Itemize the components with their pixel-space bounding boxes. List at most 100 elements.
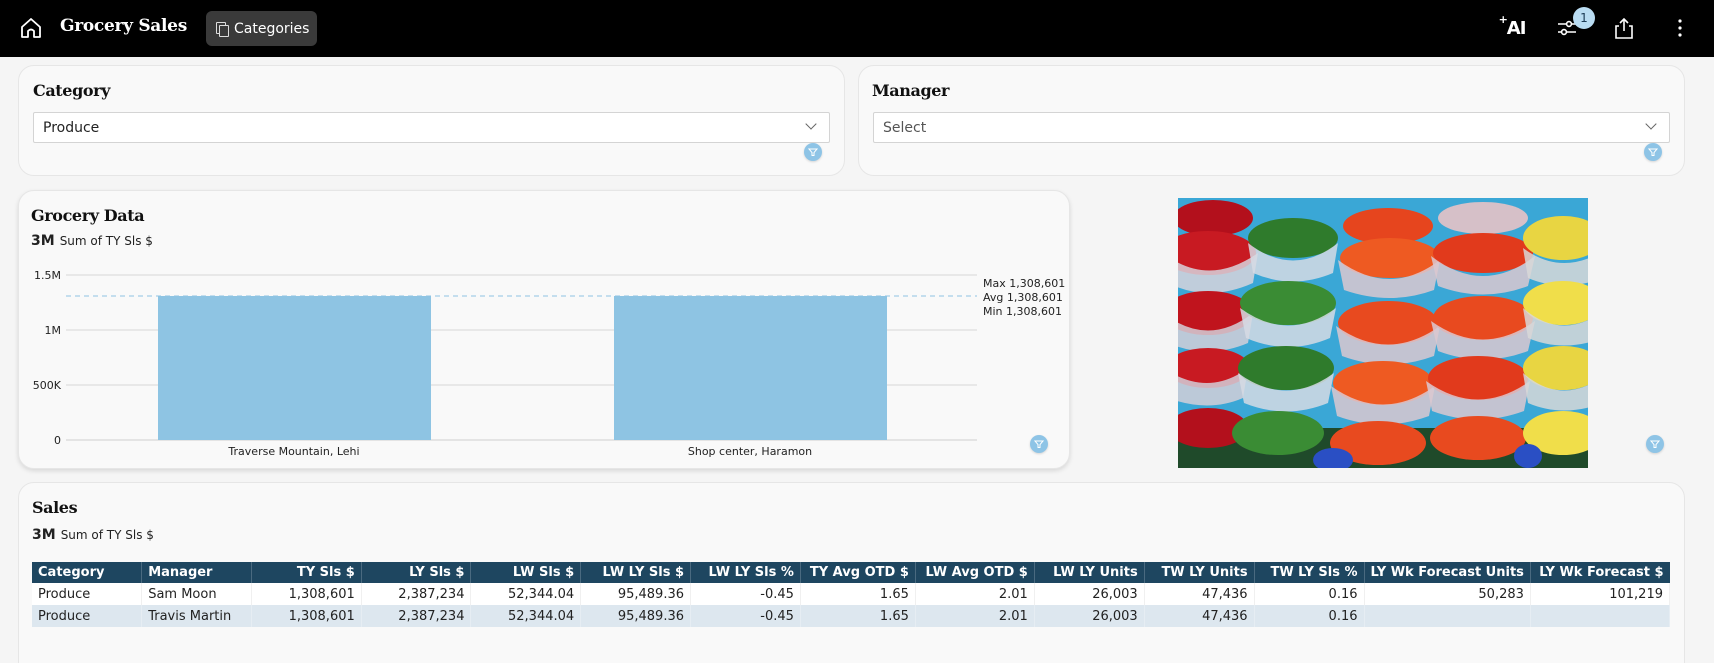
category-filter-funnel-button[interactable] [804, 143, 822, 161]
table-row[interactable]: Produce Sam Moon 1,308,601 2,387,234 52,… [32, 583, 1671, 605]
cell-lw-ly-units: 26,003 [1034, 605, 1145, 627]
cell-lw-sls: 52,344.04 [470, 583, 582, 605]
bar-traverse-mountain[interactable] [158, 296, 431, 440]
col-header-category[interactable]: Category [32, 562, 143, 583]
sales-kpi-value: 3M [32, 527, 56, 543]
y-axis-ticks: 1.5M 1M 500K 0 [33, 269, 62, 447]
sales-table: Category Manager TY Sls $ LY Sls $ LW Sl… [32, 562, 1671, 627]
cell-manager: Sam Moon [141, 583, 253, 605]
grocery-data-card: Grocery Data 3M Sum of TY Sls $ 1.5M 1M 5… [18, 190, 1070, 469]
cell-tw-ly-units: 47,436 [1144, 583, 1255, 605]
grocery-kpi-label: Sum of TY Sls $ [59, 234, 153, 248]
categories-icon [216, 21, 229, 37]
svg-text:1M: 1M [45, 324, 62, 337]
share-icon [1615, 17, 1633, 39]
more-vertical-icon [1678, 19, 1682, 37]
grocery-kpi: 3M Sum of TY Sls $ [31, 233, 153, 249]
chevron-down-icon [1645, 118, 1657, 130]
svg-text:Avg 1,308,601: Avg 1,308,601 [983, 291, 1063, 304]
col-header-lw-avg-otd[interactable]: LW Avg OTD $ [915, 562, 1035, 583]
manager-filter-card: Manager Select [858, 65, 1685, 176]
category-select-value: Produce [43, 119, 100, 136]
col-header-lw-ly-sls-pct[interactable]: LW LY Sls % [690, 562, 801, 583]
col-header-lw-ly-units[interactable]: LW LY Units [1034, 562, 1145, 583]
sales-title: Sales [32, 498, 78, 517]
chart-filter-funnel-button[interactable] [1030, 435, 1048, 453]
funnel-icon [1650, 440, 1660, 448]
cell-ty-avg-otd: 1.65 [800, 583, 916, 605]
category-filter-title: Category [33, 81, 111, 100]
category-filter-card: Category Produce [18, 65, 845, 176]
cell-ly-wk-forecast-units [1364, 605, 1531, 627]
cell-lw-avg-otd: 2.01 [915, 605, 1035, 627]
image-filter-funnel-button[interactable] [1646, 435, 1664, 453]
svg-text:0: 0 [54, 434, 61, 447]
funnel-icon [1034, 440, 1044, 448]
sales-kpi: 3M Sum of TY Sls $ [32, 527, 154, 543]
home-button[interactable] [18, 15, 44, 41]
cell-ly-sls: 2,387,234 [361, 583, 472, 605]
cell-tw-ly-sls-pct: 0.16 [1254, 605, 1365, 627]
col-header-ly-wk-forecast-dollars[interactable]: LY Wk Forecast $ [1530, 562, 1670, 583]
funnel-icon [808, 148, 818, 156]
col-header-lw-ly-sls[interactable]: LW LY Sls $ [580, 562, 692, 583]
categories-button[interactable]: Categories [206, 11, 317, 46]
manager-select[interactable]: Select [873, 112, 1670, 143]
table-header-row: Category Manager TY Sls $ LY Sls $ LW Sl… [32, 562, 1670, 583]
grocery-data-title: Grocery Data [31, 206, 145, 225]
col-header-lw-sls[interactable]: LW Sls $ [470, 562, 582, 583]
filter-sliders-icon [1558, 20, 1576, 36]
cell-ty-sls: 1,308,601 [251, 605, 362, 627]
table-row[interactable]: Produce Travis Martin 1,308,601 2,387,23… [32, 605, 1671, 627]
cell-ly-wk-forecast-dollars [1530, 605, 1671, 627]
cell-ly-wk-forecast-units: 50,283 [1364, 583, 1531, 605]
chart-bars [158, 296, 887, 440]
bar-shop-center[interactable] [614, 296, 887, 440]
produce-image [1178, 198, 1588, 468]
col-header-ty-sls[interactable]: TY Sls $ [251, 562, 362, 583]
cell-lw-ly-sls: 95,489.36 [580, 583, 692, 605]
col-header-tw-ly-units[interactable]: TW LY Units [1144, 562, 1255, 583]
col-header-ty-avg-otd[interactable]: TY Avg OTD $ [800, 562, 916, 583]
manager-filter-title: Manager [872, 81, 950, 100]
cell-lw-ly-units: 26,003 [1034, 583, 1145, 605]
cell-ty-sls: 1,308,601 [251, 583, 362, 605]
more-options-button[interactable] [1666, 14, 1694, 42]
svg-text:Min 1,308,601: Min 1,308,601 [983, 305, 1062, 318]
share-button[interactable] [1610, 14, 1638, 42]
svg-text:500K: 500K [33, 379, 62, 392]
cell-lw-ly-sls: 95,489.36 [580, 605, 692, 627]
cell-category: Produce [32, 605, 143, 627]
cell-lw-avg-otd: 2.01 [915, 583, 1035, 605]
svg-text:Max 1,308,601: Max 1,308,601 [983, 277, 1065, 290]
category-select[interactable]: Produce [33, 112, 830, 143]
cell-lw-ly-sls-pct: -0.45 [690, 583, 801, 605]
home-icon [21, 18, 41, 38]
cell-manager: Travis Martin [141, 605, 253, 627]
reference-line-labels: Max 1,308,601 Avg 1,308,601 Min 1,308,60… [983, 277, 1065, 318]
cell-tw-ly-units: 47,436 [1144, 605, 1255, 627]
col-header-ly-sls[interactable]: LY Sls $ [361, 562, 472, 583]
chevron-down-icon [805, 118, 817, 130]
cell-tw-ly-sls-pct: 0.16 [1254, 583, 1365, 605]
app-title: Grocery Sales [60, 16, 187, 36]
sales-kpi-label: Sum of TY Sls $ [60, 528, 154, 542]
svg-text:1.5M: 1.5M [34, 269, 61, 282]
grocery-kpi-value: 3M [31, 233, 55, 249]
filters-button[interactable] [1553, 14, 1581, 42]
x-axis-labels: Traverse Mountain, Lehi Shop center, Har… [227, 445, 812, 458]
manager-filter-funnel-button[interactable] [1644, 143, 1662, 161]
svg-text:Traverse Mountain, Lehi: Traverse Mountain, Lehi [227, 445, 359, 458]
ai-icon: +AI [1498, 13, 1527, 39]
cell-ty-avg-otd: 1.65 [800, 605, 916, 627]
col-header-manager[interactable]: Manager [141, 562, 253, 583]
funnel-icon [1648, 148, 1658, 156]
grocery-bar-chart: 1.5M 1M 500K 0 Traverse Mountain, Lehi S… [33, 269, 1065, 458]
ai-button[interactable]: +AI [1498, 13, 1527, 42]
cell-category: Produce [32, 583, 143, 605]
produce-photo-illustration [1178, 198, 1588, 468]
svg-text:Shop center, Haramon: Shop center, Haramon [688, 445, 812, 458]
cell-lw-ly-sls-pct: -0.45 [690, 605, 801, 627]
col-header-tw-ly-sls-pct[interactable]: TW LY Sls % [1254, 562, 1365, 583]
col-header-ly-wk-forecast-units[interactable]: LY Wk Forecast Units [1364, 562, 1531, 583]
